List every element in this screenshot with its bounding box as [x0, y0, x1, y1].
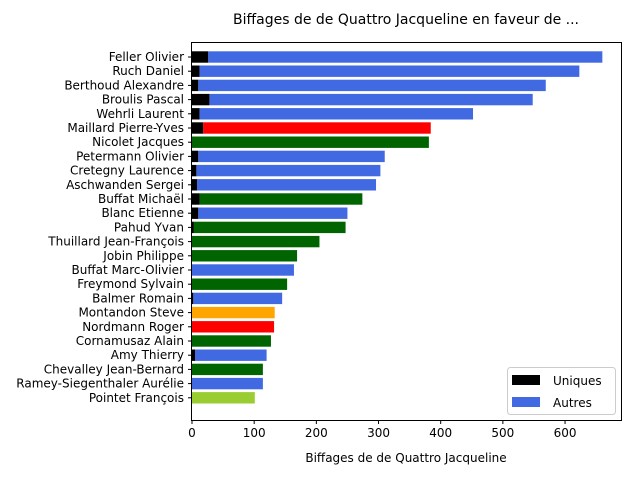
bar-uniques-amy-thierry [192, 349, 196, 361]
bar-uniques-aschwanden-sergei [192, 179, 197, 191]
x-axis-label: Biffages de de Quattro Jacqueline [305, 451, 506, 465]
bar-uniques-petermann-olivier [192, 150, 199, 163]
y-tick-label: Jobin Philippe [102, 249, 184, 263]
bar-autres-cornamusaz-alain [192, 335, 271, 347]
bar-autres-broulis-pascal [209, 93, 533, 106]
bar-autres-nordmann-roger [192, 321, 275, 333]
bar-autres-feller-olivier [208, 51, 603, 63]
bar-autres-ruch-daniel [199, 65, 580, 77]
x-tick-label: 200 [305, 426, 328, 440]
y-tick-label: Cretegny Laurence [70, 164, 184, 178]
bar-autres-pahud-yvan [193, 221, 346, 234]
y-tick-label: Blanc Etienne [101, 206, 184, 220]
legend-label-autres: Autres [553, 396, 592, 410]
y-tick-label: Nicolet Jacques [92, 135, 184, 149]
bar-uniques-feller-olivier [192, 51, 209, 63]
bar-uniques-balmer-romain [192, 292, 194, 305]
bar-autres-blanc-etienne [198, 207, 348, 219]
bar-autres-buffat-michael [199, 193, 363, 205]
y-tick-label: Buffat Marc-Olivier [72, 263, 185, 277]
y-tick-label: Petermann Olivier [76, 149, 184, 163]
bar-autres-petermann-olivier [198, 150, 385, 163]
bar-uniques-cretegny-laurence [192, 164, 197, 177]
bar-autres-wehrli-laurent [199, 108, 474, 120]
bar-uniques-blanc-etienne [192, 207, 199, 219]
y-tick-label: Cornamusaz Alain [76, 334, 184, 348]
y-tick-label: Feller Olivier [109, 50, 184, 64]
y-tick-label: Wehrli Laurent [96, 107, 184, 121]
y-tick-label: Aschwanden Sergei [66, 178, 184, 192]
bar-uniques-pahud-yvan [192, 221, 194, 234]
bar-uniques-maillard-pierre-yves [192, 122, 204, 134]
x-axis: 0 100 200 300 400 500 600 [188, 420, 576, 440]
bar-autres-aschwanden-sergei [196, 179, 377, 191]
bar-autres-cretegny-laurence [196, 164, 381, 177]
x-tick-label: 100 [243, 426, 266, 440]
y-tick-label: Berthoud Alexandre [64, 78, 184, 92]
bar-autres-chevalley-jean-bernard [192, 363, 263, 376]
bar-uniques-ruch-daniel [192, 65, 200, 77]
bar-autres-freymond-sylvain [192, 278, 288, 290]
plot-frame [191, 42, 622, 421]
bar-autres-berthoud-alexandre [198, 79, 546, 92]
chart-title: Biffages de de Quattro Jacqueline en fav… [233, 12, 579, 28]
y-tick-label: Pahud Yvan [114, 220, 184, 234]
y-tick-label: Freymond Sylvain [77, 277, 184, 291]
bar-autres-amy-thierry [195, 349, 267, 361]
bar-uniques-wehrli-laurent [192, 108, 200, 120]
x-tick-label: 500 [491, 426, 514, 440]
legend-label-uniques: Uniques [553, 374, 602, 388]
bar-autres-jobin-philippe [192, 250, 298, 262]
y-tick-label: Ruch Daniel [112, 64, 184, 78]
bar-uniques-berthoud-alexandre [192, 79, 199, 92]
bar-autres-maillard-pierre-yves [203, 122, 431, 134]
y-tick-label: Balmer Romain [92, 291, 184, 305]
y-tick-label: Maillard Pierre-Yves [67, 121, 184, 135]
x-tick-label: 300 [367, 426, 390, 440]
y-tick-label: Montandon Steve [78, 306, 184, 320]
bar-uniques-buffat-michael [192, 193, 200, 205]
y-tick-label: Pointet François [89, 391, 184, 405]
y-tick-label: Nordmann Roger [82, 320, 184, 334]
y-tick-label: Buffat Michaël [98, 192, 184, 206]
bar-autres-nicolet-jacques [192, 136, 429, 148]
legend-swatch-autres [512, 397, 540, 407]
bar-autres-buffat-marc-olivier [192, 264, 294, 276]
bar-autres-ramey-siegenthaler-aurelie [192, 377, 263, 390]
y-tick-label: Thuillard Jean-François [47, 235, 184, 249]
x-tick-label: 0 [188, 426, 196, 440]
bars [192, 51, 603, 404]
bar-autres-balmer-romain [193, 292, 283, 305]
bar-autres-montandon-steve [192, 306, 275, 319]
legend: Uniques Autres [507, 367, 616, 415]
bar-autres-pointet-francois [192, 392, 255, 404]
y-tick-label: Chevalley Jean-Bernard [44, 362, 184, 376]
bar-autres-thuillard-jean-francois [192, 235, 320, 248]
y-tick-label: Amy Thierry [111, 348, 184, 362]
x-tick-label: 600 [554, 426, 577, 440]
y-tick-label: Broulis Pascal [102, 93, 184, 107]
bar-uniques-broulis-pascal [192, 93, 210, 106]
y-tick-label: Ramey-Siegenthaler Aurélie [16, 377, 184, 391]
legend-swatch-uniques [512, 375, 540, 385]
x-tick-label: 400 [429, 426, 452, 440]
